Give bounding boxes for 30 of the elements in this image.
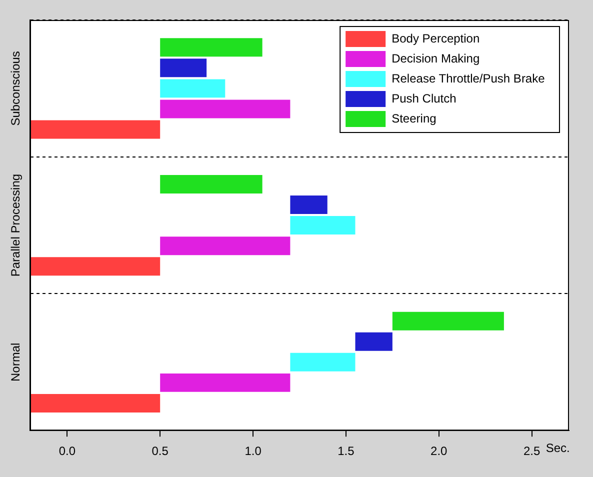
bar [290, 216, 356, 235]
bar [290, 196, 328, 214]
x-axis-title: Sec. [546, 440, 570, 455]
bar [160, 79, 226, 98]
bar [30, 394, 160, 412]
x-tick-label: 0.5 [152, 444, 169, 458]
x-tick-label: 2.0 [430, 444, 448, 458]
x-tick-label: 1.5 [338, 444, 355, 458]
legend-label: Body Perception [392, 31, 480, 46]
bar [290, 352, 356, 372]
bar [30, 120, 160, 139]
bar [160, 58, 207, 78]
legend-label: Push Clutch [392, 91, 456, 106]
x-tick-label: 2.5 [523, 444, 540, 458]
legend-label: Release Throttle/Push Brake [392, 71, 546, 86]
legend-label: Decision Making [392, 51, 480, 66]
bar [160, 175, 262, 194]
bar [160, 38, 262, 57]
y-tick-label: Subconscious [8, 51, 22, 126]
x-tick-label: 1.0 [244, 444, 262, 458]
bar [392, 312, 504, 330]
bar [355, 332, 392, 351]
legend-label: Steering [392, 111, 436, 126]
bar [160, 100, 290, 118]
bar [160, 373, 290, 392]
y-tick-label: Parallel Processing [8, 174, 22, 277]
bar [30, 257, 160, 276]
bar [160, 236, 290, 256]
x-tick-label: 0.0 [58, 444, 76, 458]
y-tick-label: Normal [8, 342, 22, 382]
